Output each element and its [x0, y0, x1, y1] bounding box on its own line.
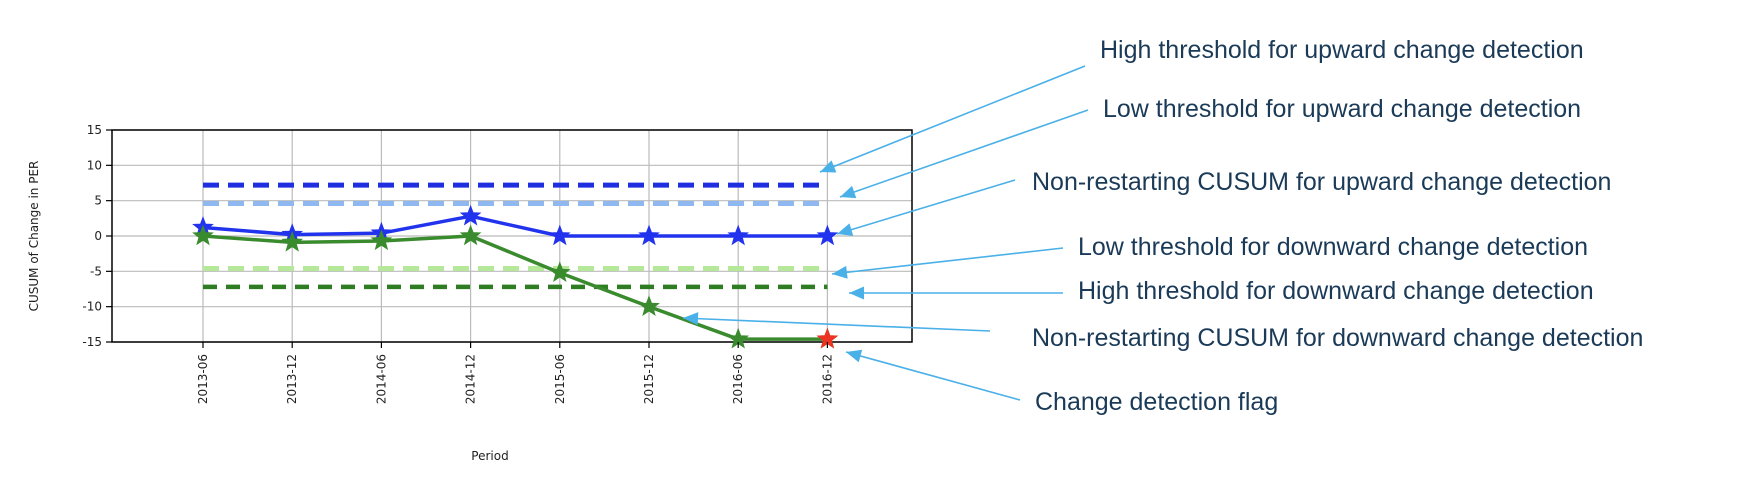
series-cusum-down-line	[202, 234, 828, 341]
annotation-arrow-line	[682, 317, 991, 332]
x-tick-label: 2016-06	[731, 354, 745, 404]
x-axis-label: Period	[471, 449, 508, 463]
series-cusum-up-line	[202, 214, 828, 238]
series-cusum-down-point	[370, 229, 393, 251]
annotation-label: High threshold for downward change detec…	[1078, 277, 1594, 305]
y-tick-label: 5	[94, 194, 102, 208]
x-tick-label: 2014-06	[374, 354, 388, 404]
annotation-arrow-line	[836, 179, 1016, 235]
annotation-arrowhead	[683, 312, 699, 326]
y-axis-label: CUSUM of Change in PER	[27, 161, 41, 312]
annotation-arrowhead	[849, 286, 864, 300]
annotation-label: Low threshold for downward change detect…	[1078, 233, 1588, 261]
series-cusum-up-point	[638, 224, 660, 246]
annotation-arrowhead	[820, 160, 837, 173]
annotation-label: Low threshold for upward change detectio…	[1103, 95, 1581, 123]
x-tick-label: 2015-06	[553, 354, 567, 404]
series-cusum-down-point	[192, 224, 214, 246]
annotation-label: Non-restarting CUSUM for upward change d…	[1032, 168, 1611, 196]
annotation-label: Change detection flag	[1035, 388, 1278, 416]
y-tick-label: -15	[82, 335, 102, 349]
x-tick-label: 2016-12	[820, 354, 834, 404]
y-tick-label: -10	[82, 300, 102, 314]
series-cusum-down-point	[548, 261, 571, 282]
series-cusum-up-point	[816, 224, 839, 246]
annotation-arrowhead	[837, 223, 854, 236]
annotations: High threshold for upward change detecti…	[682, 36, 1643, 416]
annotation-arrow-line	[845, 351, 1021, 401]
series-cusum-up-point	[459, 204, 482, 226]
annotation-arrowhead	[840, 185, 857, 199]
x-tick-label: 2014-12	[464, 354, 478, 404]
annotation-arrowhead	[832, 265, 848, 279]
y-tick-label: 10	[87, 158, 102, 172]
annotation-arrowhead	[846, 349, 863, 363]
x-tick-label: 2013-06	[196, 354, 210, 404]
series-cusum-up-point	[727, 224, 750, 246]
y-tick-label: -5	[90, 264, 102, 278]
annotation-arrow-line	[819, 65, 1086, 173]
series-cusum-up-point	[548, 224, 571, 246]
y-tick-label: 0	[94, 229, 102, 243]
annotation-label: Non-restarting CUSUM for downward change…	[1032, 324, 1643, 352]
annotation-arrow-line	[839, 109, 1089, 198]
series-cusum-down-point	[281, 230, 304, 252]
x-tick-label: 2015-12	[642, 354, 656, 404]
annotation-label: High threshold for upward change detecti…	[1100, 36, 1584, 64]
series-layer	[192, 182, 839, 349]
annotation-arrow-line	[831, 247, 1064, 275]
x-tick-label: 2013-12	[285, 354, 299, 404]
series-cusum-down-point	[638, 295, 660, 316]
series-cusum-down-point	[459, 224, 482, 246]
y-tick-label: 15	[87, 123, 102, 137]
tick-labels: 15 10 5 0 -5 -10 -15 2013-06 2013-12 2014-06 2014-…	[82, 123, 834, 404]
